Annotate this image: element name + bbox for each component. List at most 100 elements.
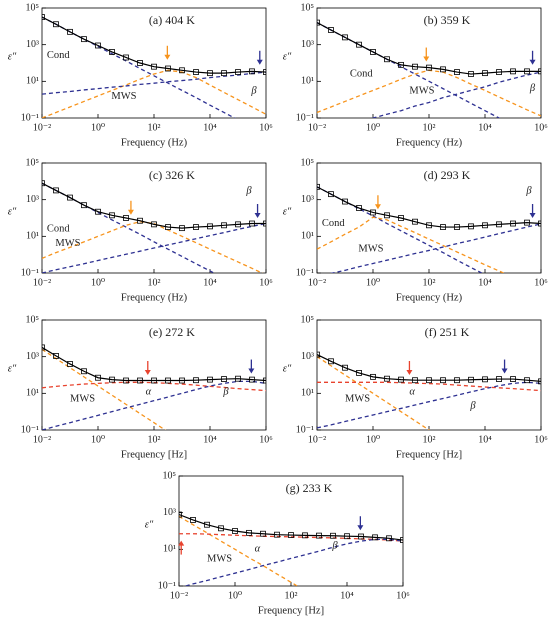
data-point xyxy=(342,198,348,205)
data-point xyxy=(328,358,334,365)
data-point xyxy=(510,376,516,382)
data-point xyxy=(370,373,376,380)
plot-area xyxy=(42,180,266,273)
component-curve xyxy=(42,380,266,430)
peak-arrow xyxy=(256,50,263,65)
arrow-head xyxy=(423,56,430,62)
data-point xyxy=(524,219,530,226)
curve-label: β xyxy=(245,185,252,196)
x-tick-label: 10⁻² xyxy=(33,434,51,445)
curve-label: MWS xyxy=(358,244,383,255)
data-point xyxy=(356,41,362,48)
x-axis-label: Frequency [Hz] xyxy=(121,449,187,460)
x-tick-label: 10⁶ xyxy=(534,434,548,445)
data-point xyxy=(42,344,45,351)
x-tick-label: 10² xyxy=(148,434,161,445)
curve-label: MWS xyxy=(70,393,95,404)
panel-title: (a) 404 K xyxy=(149,13,195,27)
data-point xyxy=(123,54,129,61)
x-tick-label: 10⁴ xyxy=(203,277,217,288)
y-tick-label: 10⁻¹ xyxy=(21,112,39,123)
panel: 10⁻² 10⁰ 10² 10⁴ 10⁶ 10⁻¹ 10¹ 10³ 10⁵ Frequency [… xyxy=(8,314,274,460)
data-point xyxy=(454,69,460,75)
y-tick-label: 10⁻¹ xyxy=(158,580,176,591)
data-point xyxy=(165,377,171,384)
data-point xyxy=(440,66,446,73)
x-tick-label: 10² xyxy=(423,122,436,133)
arrow-head xyxy=(501,368,508,374)
arrow-head xyxy=(357,525,364,531)
y-tick-label: 10¹ xyxy=(26,231,39,242)
panel: 10⁻² 10⁰ 10² 10⁴ 10⁶ 10⁻¹ 10¹ 10³ 10⁵ Frequency (… xyxy=(8,2,274,148)
fit-line xyxy=(317,186,541,228)
y-tick-label: 10⁻¹ xyxy=(296,267,314,278)
x-tick-label: 10⁻² xyxy=(170,590,188,601)
curve-label: Cond xyxy=(47,223,71,234)
data-point xyxy=(398,376,404,383)
component-curve xyxy=(42,182,216,273)
panel: 10⁻² 10⁰ 10² 10⁴ 10⁶ 10⁻¹ 10¹ 10³ 10⁵ Frequency [… xyxy=(283,314,549,460)
data-point xyxy=(260,530,266,537)
x-tick-label: 10⁴ xyxy=(478,434,492,445)
x-tick-label: 10⁰ xyxy=(228,590,242,601)
curve-label: Cond xyxy=(350,68,374,79)
x-axis-label: Frequency [Hz] xyxy=(396,449,462,460)
x-tick-label: 10⁴ xyxy=(203,434,217,445)
data-point xyxy=(95,208,101,215)
x-tick-label: 10⁻² xyxy=(33,277,51,288)
data-point xyxy=(316,532,322,539)
data-point xyxy=(151,221,157,228)
x-tick-label: 10² xyxy=(285,590,298,601)
data-point xyxy=(246,529,252,536)
data-point xyxy=(274,531,280,538)
data-point xyxy=(249,376,255,383)
peak-arrow xyxy=(164,45,171,60)
data-point xyxy=(440,377,446,384)
plot-area xyxy=(317,183,541,273)
peak-arrow xyxy=(127,200,134,215)
panel: 10⁻² 10⁰ 10² 10⁴ 10⁶ 10⁻¹ 10¹ 10³ 10⁵ Frequency (… xyxy=(283,2,549,148)
plot-area xyxy=(317,351,541,430)
data-point xyxy=(235,375,241,382)
curve-label: β xyxy=(222,386,229,397)
data-point xyxy=(151,63,157,70)
arrow-head xyxy=(406,370,413,375)
panel-title: (g) 233 K xyxy=(286,481,333,495)
data-point xyxy=(165,65,171,72)
panel-title: (b) 359 K xyxy=(424,13,471,27)
y-axis-label: ε″ xyxy=(283,363,292,374)
component-curve xyxy=(179,515,299,586)
y-tick-label: 10¹ xyxy=(301,388,314,399)
data-point xyxy=(358,533,364,540)
x-tick-label: 10⁻² xyxy=(308,122,326,133)
y-tick-label: 10⁵ xyxy=(301,314,315,325)
x-tick-label: 10⁴ xyxy=(340,590,354,601)
peak-arrow xyxy=(357,516,364,531)
data-point xyxy=(342,34,348,41)
arrow-head xyxy=(164,54,171,60)
x-tick-label: 10² xyxy=(148,122,161,133)
data-point xyxy=(356,370,362,376)
data-point xyxy=(263,69,266,75)
data-point xyxy=(328,27,334,33)
y-tick-label: 10¹ xyxy=(26,388,39,399)
arrow-head xyxy=(256,59,263,65)
data-point xyxy=(53,353,59,359)
x-tick-label: 10⁶ xyxy=(534,277,548,288)
x-tick-label: 10⁶ xyxy=(259,434,273,445)
y-tick-label: 10⁵ xyxy=(26,157,40,168)
data-point xyxy=(426,222,432,229)
arrow-head xyxy=(144,370,151,375)
component-curve xyxy=(370,71,541,118)
x-tick-label: 10⁶ xyxy=(396,590,410,601)
curve-label: α xyxy=(146,386,152,397)
y-axis-label: ε″ xyxy=(8,51,17,62)
curve-label: β xyxy=(331,541,338,552)
y-tick-label: 10⁵ xyxy=(26,2,40,13)
y-tick-label: 10³ xyxy=(26,194,39,205)
y-axis-label: ε″ xyxy=(8,206,17,217)
y-tick-label: 10⁵ xyxy=(301,2,315,13)
curve-label: β xyxy=(469,401,476,412)
data-point xyxy=(53,21,59,28)
peak-arrow xyxy=(529,50,536,65)
